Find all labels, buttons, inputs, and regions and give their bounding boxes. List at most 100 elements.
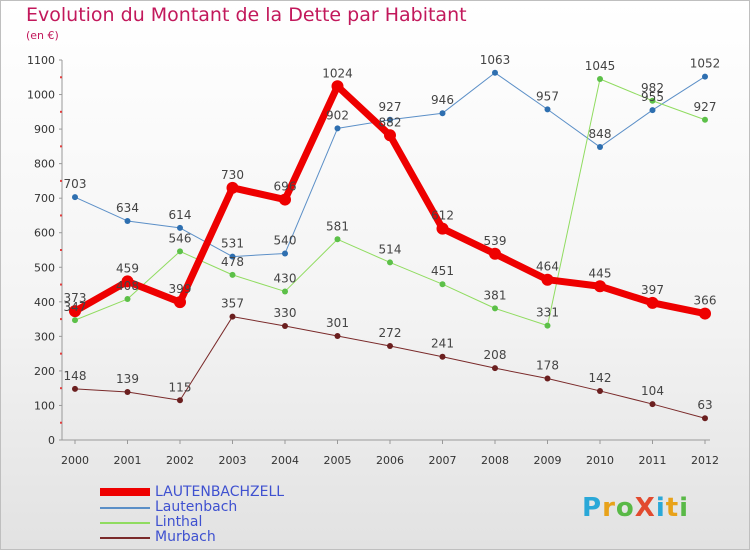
data-label: 1052 — [690, 57, 721, 71]
data-label: 982 — [641, 81, 664, 95]
legend-label: Lautenbach — [155, 499, 238, 515]
chart-title: Evolution du Montant de la Dette par Hab… — [26, 4, 467, 26]
data-label: 614 — [169, 208, 192, 222]
data-label: 430 — [274, 271, 297, 285]
data-label: 408 — [116, 279, 139, 293]
data-label: 139 — [116, 372, 139, 386]
x-tick-label: 2009 — [534, 454, 562, 467]
chart-subtitle: (en €) — [26, 29, 59, 42]
x-tick-label: 2005 — [324, 454, 352, 467]
data-label: 347 — [64, 300, 87, 314]
data-label: 696 — [274, 180, 297, 194]
data-point — [544, 106, 551, 113]
proxiti-logo: ProXiti — [582, 493, 689, 523]
data-label: 104 — [641, 384, 664, 398]
data-label: 115 — [169, 380, 192, 394]
data-label: 397 — [641, 283, 664, 297]
data-point — [229, 313, 236, 320]
data-point — [436, 222, 449, 235]
data-label: 946 — [431, 93, 454, 107]
data-label: 882 — [379, 115, 402, 129]
x-tick-label: 2006 — [376, 454, 404, 467]
logo-letter: i — [679, 493, 690, 523]
data-label: 272 — [379, 326, 402, 340]
y-tick-label: 700 — [34, 192, 55, 205]
x-tick-label: 2001 — [114, 454, 142, 467]
data-point — [597, 387, 603, 394]
data-label: 927 — [379, 100, 402, 114]
x-tick-label: 2007 — [429, 454, 457, 467]
data-label: 703 — [64, 177, 87, 191]
data-point — [72, 385, 78, 392]
data-point — [72, 194, 78, 201]
y-minor-tick — [60, 179, 62, 182]
data-point — [439, 110, 446, 117]
y-minor-tick — [60, 145, 62, 148]
y-tick-label: 500 — [34, 261, 55, 274]
data-label: 848 — [589, 127, 612, 141]
data-point — [492, 365, 498, 372]
legend-label: LAUTENBACHZELL — [155, 484, 285, 500]
data-label: 546 — [169, 231, 192, 245]
data-point — [492, 305, 498, 312]
data-label: 1024 — [322, 66, 353, 80]
x-tick-label: 2011 — [639, 454, 667, 467]
data-label: 957 — [536, 89, 559, 103]
data-point — [439, 353, 446, 360]
data-label: 357 — [221, 297, 244, 311]
data-point — [229, 253, 236, 260]
data-point — [649, 97, 656, 104]
data-point — [597, 144, 603, 151]
data-point — [177, 248, 183, 255]
data-point — [121, 275, 134, 288]
data-point — [177, 224, 183, 231]
data-point — [699, 307, 711, 320]
y-minor-tick — [60, 352, 62, 355]
data-label: 514 — [379, 242, 402, 256]
y-tick-label: 600 — [34, 227, 55, 240]
data-point — [492, 69, 498, 76]
data-point — [702, 73, 708, 80]
y-tick-label: 1100 — [27, 54, 55, 67]
data-point — [439, 281, 446, 288]
data-label: 301 — [326, 316, 349, 330]
data-point — [69, 305, 81, 318]
data-label: 478 — [221, 255, 244, 269]
legend-swatch — [100, 488, 150, 496]
y-tick-label: 1000 — [27, 89, 55, 102]
y-minor-tick — [60, 421, 62, 424]
y-minor-tick — [60, 283, 62, 286]
data-point — [387, 116, 393, 123]
y-minor-tick — [60, 214, 62, 217]
data-label: 399 — [169, 282, 192, 296]
data-label: 142 — [589, 371, 612, 385]
data-labels: 148 139 115 357 330 301 272 241 208 178 142 104 63 70… — [64, 53, 721, 412]
x-tick-label: 2012 — [691, 454, 719, 467]
data-point — [124, 217, 131, 224]
data-point — [597, 76, 603, 82]
y-tick-label: 0 — [48, 434, 55, 447]
data-label: 366 — [694, 294, 717, 308]
data-point — [387, 343, 393, 350]
data-point — [544, 322, 551, 329]
data-point — [541, 273, 554, 286]
data-label: 459 — [116, 261, 139, 275]
y-tick-label: 900 — [34, 123, 55, 136]
data-point — [229, 271, 236, 278]
data-label: 531 — [221, 237, 244, 251]
data-point — [334, 125, 341, 132]
y-tick-label: 200 — [34, 365, 55, 378]
data-label: 331 — [536, 306, 559, 320]
data-label: 539 — [484, 234, 507, 248]
data-label: 540 — [274, 233, 297, 247]
data-label: 464 — [536, 260, 559, 274]
logo-letter: t — [665, 493, 680, 523]
logo-letter: X — [634, 493, 656, 523]
data-label: 373 — [64, 291, 87, 305]
legend-label: Linthal — [155, 514, 203, 530]
data-point — [489, 247, 501, 260]
x-tick-label: 2002 — [166, 454, 194, 467]
data-point — [387, 259, 393, 266]
y-tick-label: 300 — [34, 330, 55, 343]
